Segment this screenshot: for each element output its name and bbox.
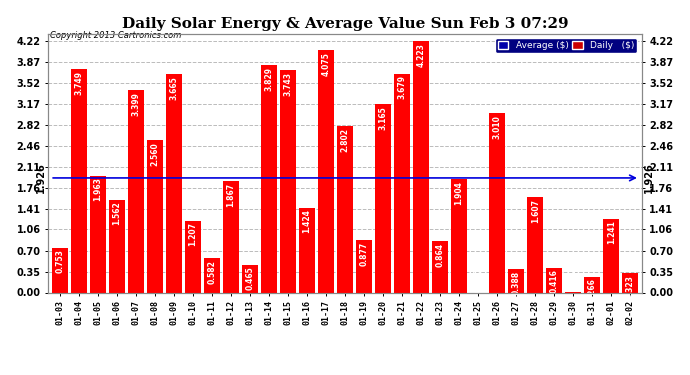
Text: 3.749: 3.749 — [75, 71, 83, 95]
Bar — [223, 182, 239, 292]
Text: 0.864: 0.864 — [435, 243, 444, 267]
Bar — [337, 126, 353, 292]
Text: 1.241: 1.241 — [607, 220, 615, 245]
Bar — [261, 65, 277, 292]
Bar — [299, 208, 315, 292]
Bar — [622, 273, 638, 292]
Text: 2.560: 2.560 — [150, 142, 159, 166]
Text: 1.607: 1.607 — [531, 199, 540, 223]
Text: 4.075: 4.075 — [322, 52, 331, 76]
Text: 2.802: 2.802 — [340, 128, 350, 152]
Text: 1.926: 1.926 — [37, 162, 46, 193]
Text: 1.926: 1.926 — [644, 162, 653, 193]
Text: 1.424: 1.424 — [302, 210, 311, 234]
Text: 1.562: 1.562 — [112, 201, 121, 225]
Bar — [241, 265, 258, 292]
Text: 3.010: 3.010 — [493, 115, 502, 139]
Legend: Average ($), Daily   ($): Average ($), Daily ($) — [495, 38, 637, 53]
Bar — [318, 50, 334, 292]
Bar — [489, 114, 505, 292]
Bar — [413, 41, 429, 292]
Bar — [603, 219, 620, 292]
Text: 1.963: 1.963 — [93, 177, 102, 201]
Text: 0.012: 0.012 — [569, 267, 578, 291]
Bar — [185, 221, 201, 292]
Text: 3.665: 3.665 — [169, 76, 178, 100]
Bar — [527, 197, 543, 292]
Text: 3.399: 3.399 — [131, 92, 140, 116]
Text: 0.465: 0.465 — [246, 267, 255, 290]
Text: 0.877: 0.877 — [359, 242, 368, 266]
Text: 0.388: 0.388 — [512, 271, 521, 296]
Bar — [546, 268, 562, 292]
Text: 0.323: 0.323 — [626, 275, 635, 299]
Text: 3.829: 3.829 — [264, 66, 273, 90]
Bar — [394, 74, 410, 292]
Text: 1.904: 1.904 — [455, 181, 464, 205]
Title: Daily Solar Energy & Average Value Sun Feb 3 07:29: Daily Solar Energy & Average Value Sun F… — [121, 17, 569, 31]
Text: 0.266: 0.266 — [588, 279, 597, 302]
Bar — [508, 269, 524, 292]
Text: 3.743: 3.743 — [284, 72, 293, 96]
Text: 0.416: 0.416 — [550, 270, 559, 293]
Bar — [375, 104, 391, 292]
Bar — [52, 248, 68, 292]
Text: 0.753: 0.753 — [55, 249, 64, 273]
Bar — [166, 75, 182, 292]
Bar — [451, 179, 467, 292]
Bar — [128, 90, 144, 292]
Bar — [584, 277, 600, 292]
Text: 3.679: 3.679 — [397, 75, 406, 99]
Bar — [90, 176, 106, 292]
Bar — [356, 240, 372, 292]
Text: 4.223: 4.223 — [417, 43, 426, 67]
Text: 3.165: 3.165 — [379, 106, 388, 130]
Text: Copyright 2013 Cartronics.com: Copyright 2013 Cartronics.com — [50, 31, 181, 40]
Text: 1.867: 1.867 — [226, 183, 235, 207]
Bar — [204, 258, 220, 292]
Bar — [280, 70, 296, 292]
Text: 0.000: 0.000 — [473, 268, 482, 292]
Text: 0.582: 0.582 — [208, 260, 217, 284]
Text: 1.207: 1.207 — [188, 222, 197, 246]
Bar — [70, 69, 87, 292]
Bar — [147, 140, 163, 292]
Bar — [109, 200, 125, 292]
Bar — [432, 241, 448, 292]
